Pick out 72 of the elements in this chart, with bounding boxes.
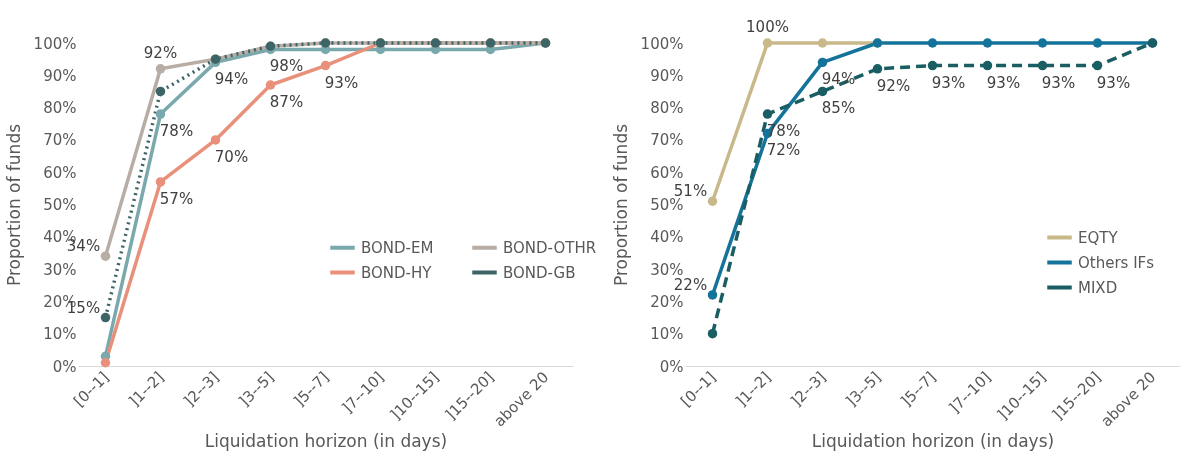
point: [320, 60, 331, 71]
data-label: 94%: [214, 70, 249, 89]
data-label: 98%: [269, 57, 304, 76]
point: [265, 80, 276, 90]
point: [927, 38, 938, 48]
y-axis-title: Proportion of funds: [610, 123, 631, 287]
y-tick-label: 70%: [650, 131, 684, 150]
y-tick-label: 10%: [43, 325, 77, 344]
y-tick-label: 80%: [650, 99, 684, 118]
point: [1092, 38, 1103, 48]
legend-label: EQTY: [1078, 228, 1119, 247]
point: [817, 86, 828, 97]
point: [707, 290, 718, 300]
data-label: 93%: [1041, 73, 1076, 92]
point: [1037, 38, 1048, 48]
data-label: 93%: [986, 73, 1021, 92]
point: [100, 312, 111, 323]
data-label: 87%: [269, 92, 304, 111]
y-tick-label: 90%: [43, 66, 77, 85]
legend-label: Others IFs: [1078, 253, 1155, 272]
y-tick-label: 50%: [43, 196, 77, 214]
legend-label: BOND-OTHR: [503, 238, 597, 257]
point: [155, 177, 166, 187]
point: [1092, 60, 1103, 71]
y-tick-label: 40%: [650, 228, 684, 247]
data-label: 85%: [821, 99, 856, 118]
y-tick-label: 10%: [650, 325, 684, 344]
y-tick-label: 0%: [52, 357, 77, 376]
point: [817, 57, 828, 68]
point: [762, 38, 773, 48]
point: [762, 109, 773, 119]
data-label: 70%: [214, 147, 249, 166]
data-label: 78%: [159, 122, 194, 141]
legend-label: BOND-GB: [503, 263, 576, 282]
y-tick-label: 60%: [43, 163, 77, 182]
y-tick-label: 100%: [33, 34, 77, 53]
data-label: 93%: [1096, 73, 1131, 92]
legend-label: BOND-HY: [361, 263, 433, 282]
y-tick-label: 60%: [650, 163, 684, 182]
point: [155, 86, 166, 97]
data-label: 100%: [746, 18, 789, 36]
point: [707, 328, 718, 339]
point: [1037, 60, 1048, 71]
point: [817, 38, 828, 48]
legend-label: BOND-EM: [361, 238, 434, 257]
point: [100, 251, 111, 261]
data-label: 92%: [876, 76, 911, 95]
point: [872, 64, 883, 74]
y-axis-title: Proportion of funds: [3, 123, 24, 287]
x-axis-title: Liquidation horizon (in days): [204, 430, 448, 451]
data-label: 93%: [324, 73, 359, 92]
point: [155, 64, 166, 74]
point: [155, 109, 166, 119]
point: [982, 38, 993, 48]
data-label: 72%: [766, 141, 801, 160]
point: [982, 60, 993, 71]
y-tick-label: 20%: [650, 292, 684, 311]
data-label: 93%: [931, 73, 966, 92]
point: [100, 358, 111, 368]
y-tick-label: 100%: [640, 34, 684, 53]
y-tick-label: 70%: [43, 131, 77, 150]
y-tick-label: 90%: [650, 66, 684, 85]
legend-label: MIXD: [1078, 278, 1118, 297]
point: [210, 135, 221, 145]
y-tick-label: 0%: [659, 357, 684, 376]
point: [707, 196, 718, 206]
point: [927, 60, 938, 71]
x-axis-title: Liquidation horizon (in days): [811, 430, 1055, 451]
data-label: 57%: [159, 189, 194, 208]
data-label: 92%: [143, 43, 178, 62]
y-tick-label: 80%: [43, 99, 77, 118]
y-tick-label: 30%: [43, 260, 77, 279]
